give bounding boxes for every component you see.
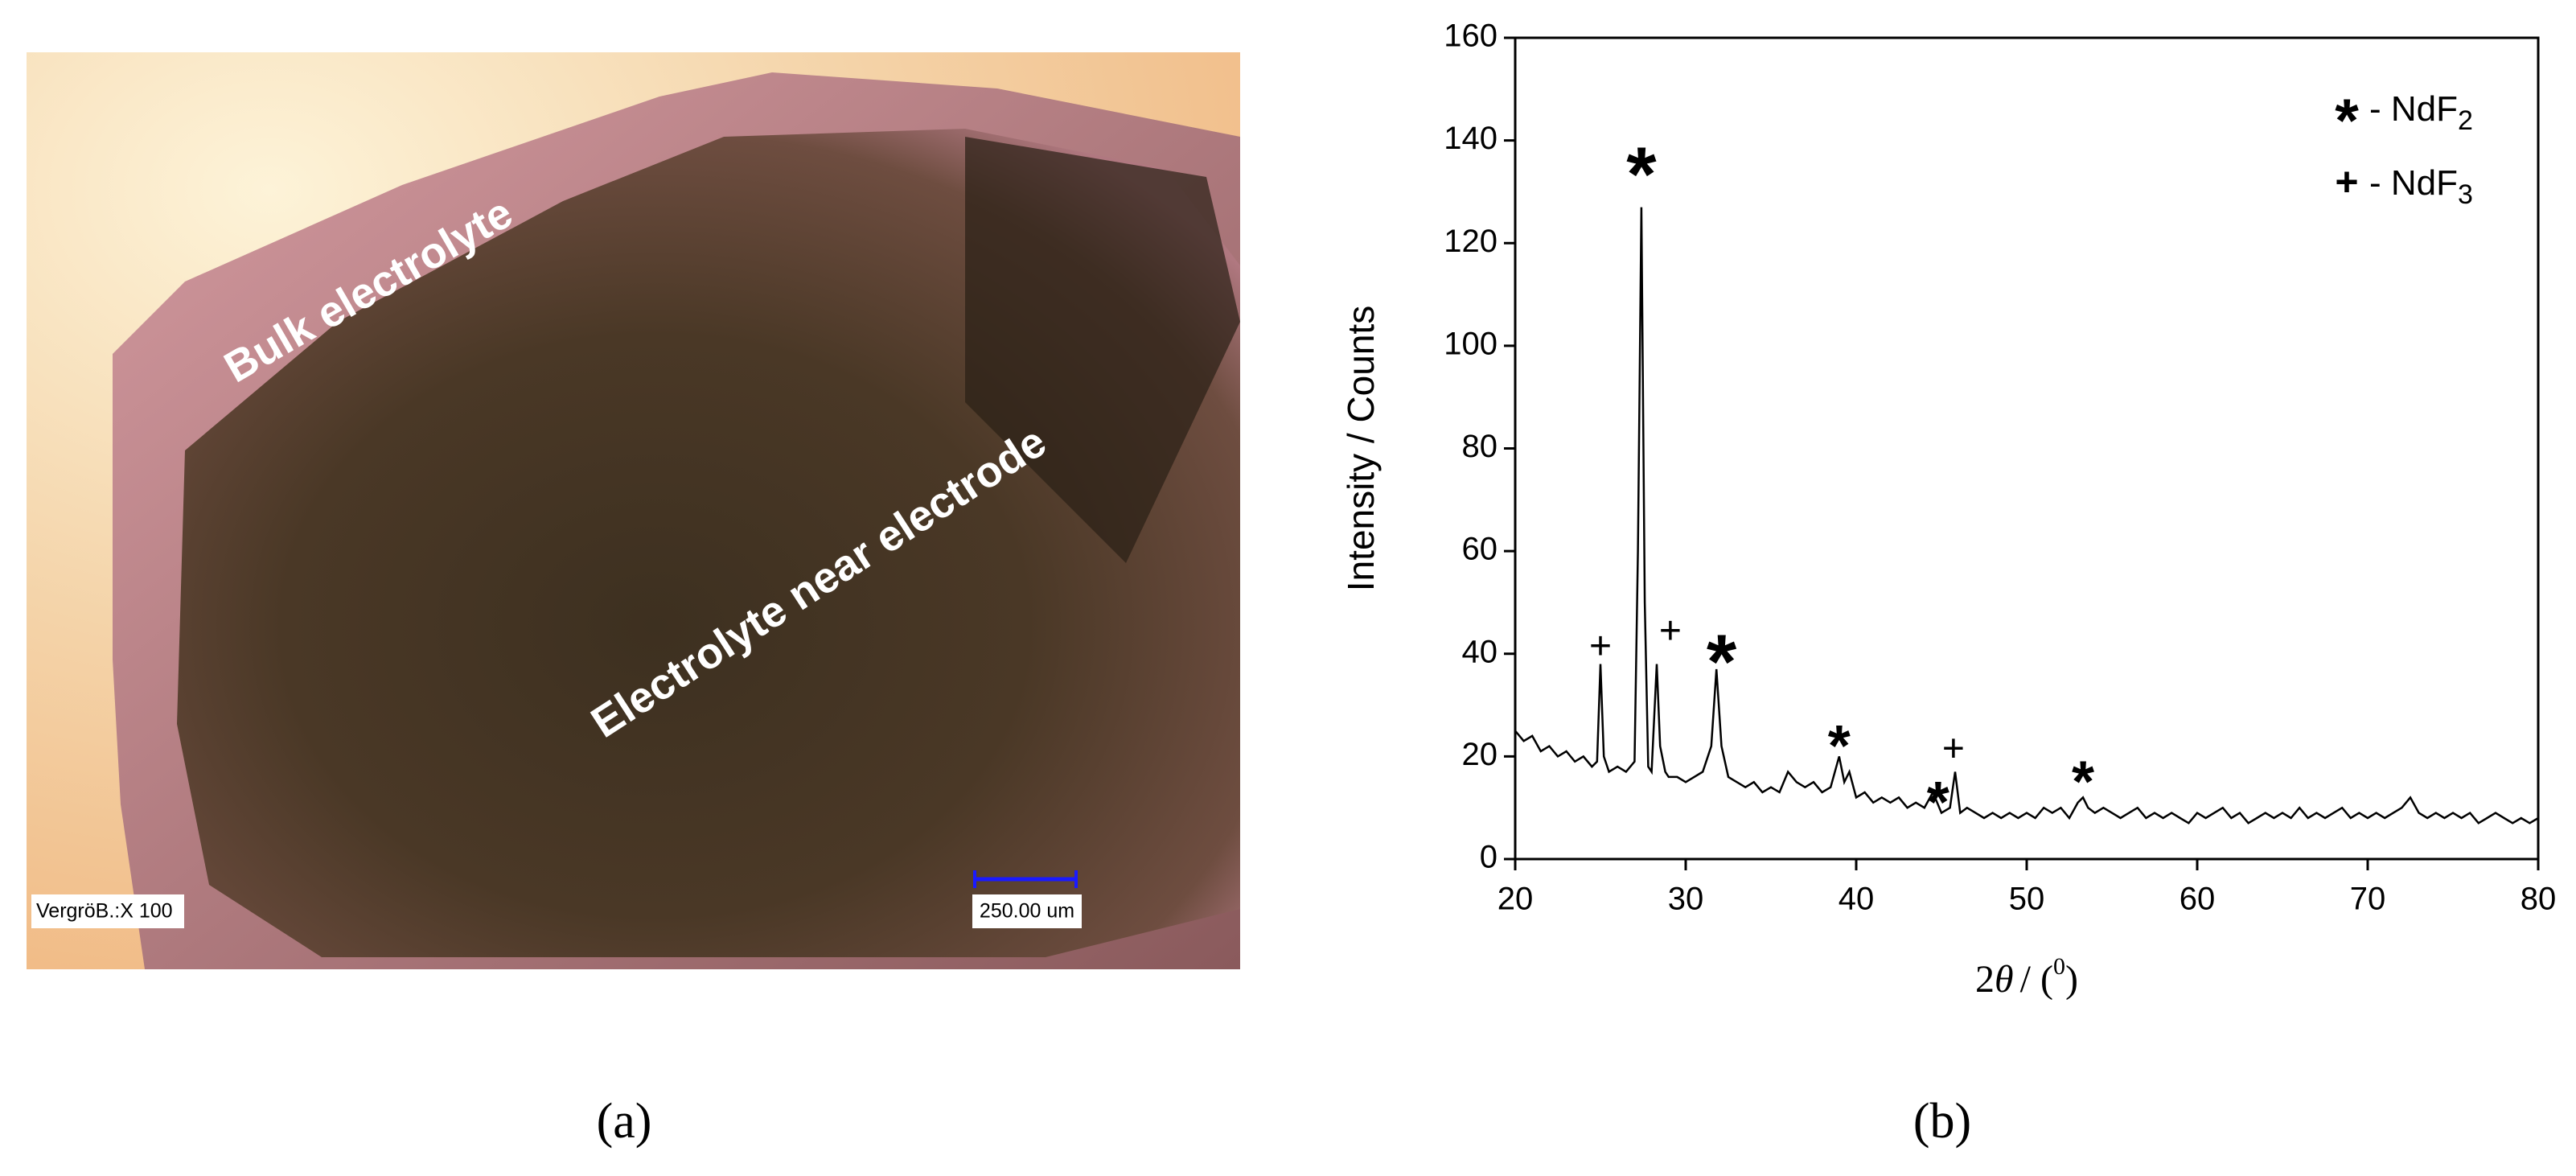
x-axis-label-part: / (: [2020, 958, 2053, 1001]
peak-marker: *: [1828, 714, 1851, 779]
legend-label: - NdF3: [2369, 163, 2473, 210]
photo: Bulk electrolyte Electrolyte near electr…: [27, 52, 1240, 969]
x-tick-label: 60: [2180, 882, 2216, 917]
x-axis-label-part: θ: [1995, 958, 2014, 1001]
y-tick-label: 0: [1480, 840, 1498, 875]
x-axis-label-part: ): [2065, 958, 2078, 1001]
legend-subscript: 2: [2458, 105, 2473, 136]
legend-symbol: *: [2335, 87, 2359, 155]
x-tick-label: 30: [1668, 882, 1704, 917]
peak-marker: *: [1707, 619, 1737, 705]
xrd-pattern: [1514, 207, 2539, 824]
y-tick-label: 80: [1462, 429, 1498, 464]
peak-marker: *: [1626, 132, 1657, 218]
y-tick-label: 100: [1444, 326, 1498, 361]
y-tick-label: 40: [1462, 634, 1498, 669]
caption: (b): [1913, 1094, 1971, 1149]
caption: (a): [597, 1094, 652, 1149]
plot-frame: [1514, 36, 2540, 861]
x-tick-label: 20: [1498, 882, 1534, 917]
x-tick-label: 50: [2009, 882, 2045, 917]
legend-subscript: 3: [2458, 179, 2473, 210]
magnification-box: [31, 894, 184, 928]
x-tick-label: 70: [2350, 882, 2386, 917]
legend-text: - NdF: [2369, 89, 2458, 129]
magnification-label: VergröB.:X 100: [36, 900, 173, 923]
x-tick-label: 80: [2521, 882, 2557, 917]
y-tick-label: 120: [1444, 224, 1498, 259]
y-tick-label: 160: [1444, 19, 1498, 54]
y-tick-label: 140: [1444, 121, 1498, 156]
peak-marker: *: [1927, 771, 1949, 835]
legend-label: - NdF2: [2369, 89, 2473, 136]
peak-marker: +: [1589, 625, 1612, 668]
y-axis-label: Intensity / Counts: [1340, 306, 1382, 591]
peak-marker: +: [1659, 610, 1682, 652]
peak-marker: +: [1942, 728, 1965, 771]
dark-region: [965, 137, 1240, 563]
legend-symbol: +: [2335, 159, 2358, 204]
scale-box: [972, 894, 1082, 928]
x-axis-label-part: 2: [1975, 958, 1995, 1001]
x-axis-label-part: 0: [2053, 953, 2065, 980]
scale-label: 250.00 um: [980, 900, 1074, 923]
x-tick-label: 40: [1839, 882, 1875, 917]
y-tick-label: 60: [1462, 532, 1498, 567]
x-axis-label: 2θ / (0): [1975, 953, 2078, 1001]
y-tick-label: 20: [1462, 737, 1498, 772]
peak-marker: *: [2072, 750, 2094, 815]
legend-text: - NdF: [2369, 163, 2458, 203]
